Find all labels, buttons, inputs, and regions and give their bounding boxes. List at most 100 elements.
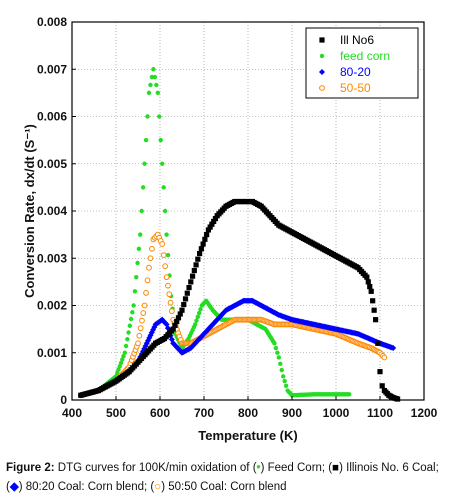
data-point-50-50 <box>159 241 166 247</box>
data-point-ill-no6 <box>177 311 183 317</box>
data-point-feed-corn <box>272 341 277 346</box>
figure-caption: Figure 2: DTG curves for 100K/min oxidat… <box>6 459 446 497</box>
data-point-feed-corn <box>158 137 163 143</box>
data-point-50-50 <box>140 310 147 316</box>
series-feed-corn <box>78 67 352 398</box>
data-point-feed-corn <box>347 392 352 397</box>
data-point-feed-corn <box>138 232 143 237</box>
x-tick-label: 600 <box>150 406 170 420</box>
data-point-ill-no6 <box>379 383 385 389</box>
data-point-ill-no6 <box>204 232 210 238</box>
y-tick-label: 0.006 <box>37 110 67 124</box>
x-tick-label: 1100 <box>367 406 393 420</box>
data-point-feed-corn <box>282 378 287 384</box>
data-point-feed-corn <box>198 307 203 312</box>
data-point-50-50 <box>135 340 141 347</box>
data-point-50-50 <box>166 291 173 298</box>
legend-label-80-20: 80-20 <box>340 65 371 79</box>
legend-box <box>305 27 419 99</box>
data-point-50-50 <box>165 282 171 289</box>
data-point-feed-corn <box>165 252 171 258</box>
series-layer <box>77 67 401 402</box>
data-point-feed-corn <box>116 367 121 372</box>
y-axis-label: Conversion Rate, dx/dt (S⁻¹) <box>22 124 37 298</box>
series-ill-no6 <box>78 198 401 402</box>
data-point-feed-corn <box>164 232 169 237</box>
legend-label-feed-corn: feed corn <box>340 49 390 63</box>
y-tick-label: 0.003 <box>37 251 67 265</box>
legend-label-ill-no6: Ill No6 <box>340 33 374 47</box>
data-point-feed-corn <box>278 361 283 366</box>
data-point-feed-corn <box>162 208 168 214</box>
data-point-ill-no6 <box>367 284 373 290</box>
data-point-feed-corn <box>120 357 125 362</box>
data-point-feed-corn <box>121 353 126 359</box>
data-point-ill-no6 <box>195 256 201 262</box>
data-point-ill-no6 <box>395 396 401 402</box>
blend-80-20-symbol: ◆ <box>9 481 19 493</box>
data-point-feed-corn <box>152 74 158 80</box>
data-point-feed-corn <box>136 246 142 251</box>
data-point-50-50 <box>147 255 154 262</box>
data-point-ill-no6 <box>182 296 189 302</box>
blend-50-50-symbol: ○ <box>154 481 162 493</box>
data-point-feed-corn <box>279 367 284 373</box>
x-tick-label: 700 <box>194 406 214 420</box>
feed-corn-symbol: • <box>256 462 261 474</box>
data-point-ill-no6 <box>364 274 370 280</box>
data-point-feed-corn <box>126 330 131 335</box>
data-point-50-50 <box>137 325 144 332</box>
data-point-feed-corn <box>142 161 147 166</box>
x-axis-label: Temperature (K) <box>198 428 297 443</box>
data-point-ill-no6 <box>198 246 204 252</box>
data-point-ill-no6 <box>172 322 178 328</box>
y-tick-label: 0.008 <box>37 15 67 29</box>
data-point-feed-corn <box>273 345 279 351</box>
data-point-ill-no6 <box>170 326 176 332</box>
data-point-ill-no6 <box>193 262 199 268</box>
x-tick-label: 1200 <box>411 406 438 420</box>
data-point-feed-corn <box>160 161 165 166</box>
data-point-50-50 <box>144 277 151 284</box>
data-point-feed-corn <box>123 343 129 349</box>
data-point-80-20 <box>390 345 397 352</box>
data-point-feed-corn <box>154 82 159 88</box>
data-point-50-50 <box>163 274 170 281</box>
x-tick-label: 400 <box>62 406 82 420</box>
legend-marker-feed-corn <box>319 53 325 59</box>
data-point-feed-corn <box>276 355 281 360</box>
data-point-feed-corn <box>193 322 198 327</box>
legend-marker-50-50 <box>319 85 325 91</box>
caption-text-2: ) Feed Corn; ( <box>260 462 333 474</box>
data-point-feed-corn <box>134 274 139 280</box>
caption-text-3: ) Illinois No. 6 Coal; ( <box>6 462 439 493</box>
x-tick-label: 1000 <box>323 406 350 420</box>
caption-label: Figure 2: <box>6 462 55 474</box>
data-point-ill-no6 <box>207 224 213 230</box>
data-point-ill-no6 <box>368 288 374 294</box>
data-point-ill-no6 <box>179 307 185 313</box>
data-point-ill-no6 <box>375 340 381 346</box>
data-point-50-50 <box>141 302 148 309</box>
y-tick-label: 0.001 <box>37 346 67 360</box>
data-point-feed-corn <box>146 90 152 96</box>
data-point-feed-corn <box>155 90 160 96</box>
data-point-ill-no6 <box>377 369 383 375</box>
data-point-feed-corn <box>143 137 149 143</box>
data-point-feed-corn <box>196 310 202 316</box>
data-point-50-50 <box>143 290 149 296</box>
data-point-50-50 <box>136 332 143 339</box>
data-point-50-50 <box>162 263 169 270</box>
data-point-ill-no6 <box>202 236 208 242</box>
data-point-ill-no6 <box>174 318 180 325</box>
data-point-ill-no6 <box>188 279 194 285</box>
data-point-feed-corn <box>139 208 144 214</box>
data-point-ill-no6 <box>365 279 371 285</box>
data-point-feed-corn <box>128 316 134 322</box>
y-tick-label: 0.005 <box>37 157 67 171</box>
data-point-ill-no6 <box>191 267 197 274</box>
ill-no6-symbol: ■ <box>332 462 340 474</box>
data-point-50-50 <box>168 308 175 315</box>
legend-marker-80-20 <box>319 69 325 75</box>
data-point-ill-no6 <box>184 290 190 296</box>
